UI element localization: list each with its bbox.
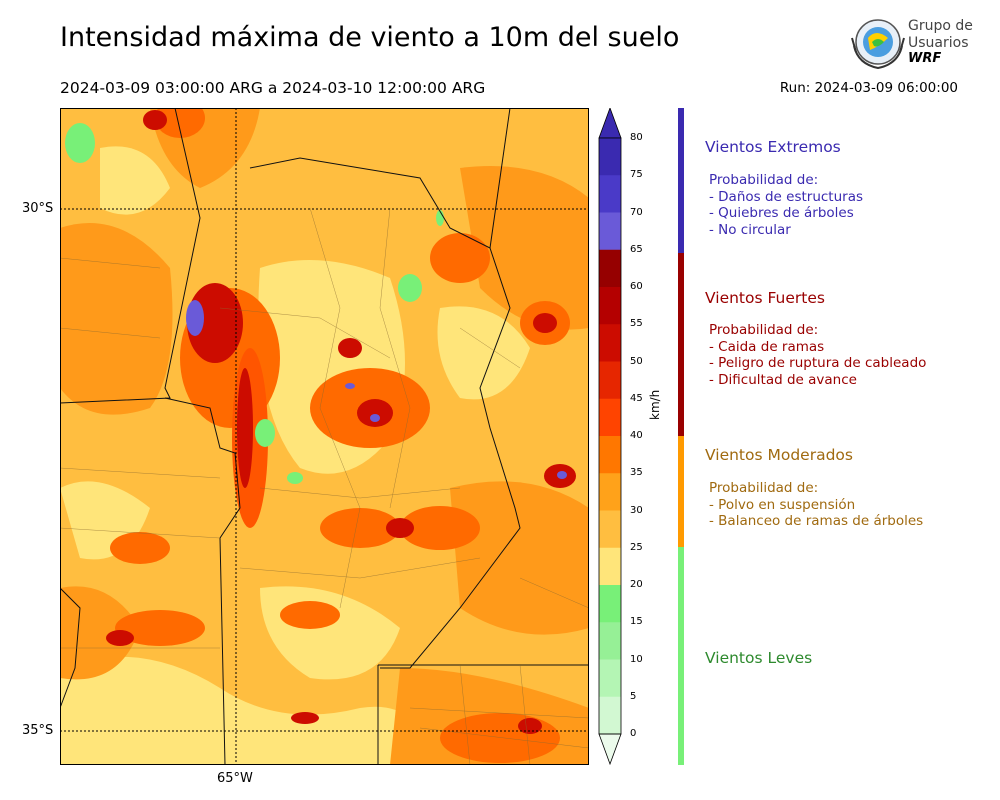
colorbar-tick-label: 70 bbox=[630, 206, 643, 218]
logo-text-line1: Grupo de bbox=[908, 18, 973, 34]
desc-line: - Daños de estructuras bbox=[709, 188, 864, 205]
gruwrf-logo-icon bbox=[851, 19, 905, 70]
colorbar-tick-label: 45 bbox=[630, 392, 643, 404]
colorbar-segment bbox=[599, 249, 621, 288]
colorbar-segment bbox=[599, 473, 621, 511]
desc-line: Probabilidad de: bbox=[709, 322, 819, 338]
colorbar-segment bbox=[599, 138, 621, 176]
category-desc-extremos: Probabilidad de: - Daños de estructuras … bbox=[709, 172, 863, 238]
colorbar-tick-label: 80 bbox=[630, 132, 643, 143]
desc-line: - No circular bbox=[709, 221, 791, 238]
colorbar-segment bbox=[599, 659, 621, 698]
colorbar-tick-label: 5 bbox=[630, 690, 637, 702]
colorbar-segment bbox=[599, 622, 621, 660]
colorbar-tick-label: 20 bbox=[630, 579, 643, 590]
colorbar-tick-label: 15 bbox=[630, 616, 643, 628]
wind-map bbox=[60, 108, 589, 765]
lat-label-30s: 30°S bbox=[22, 201, 54, 216]
colorbar-tick-label: 40 bbox=[630, 430, 643, 441]
colorbar bbox=[598, 108, 622, 765]
logo-text-line3: WRF bbox=[908, 51, 942, 66]
desc-line: Probabilidad de: bbox=[709, 480, 819, 496]
colorbar-tick-label: 35 bbox=[630, 467, 643, 479]
colorbar-tick-label: 65 bbox=[630, 243, 643, 255]
lon-label-65w: 65°W bbox=[217, 771, 253, 786]
band-leves bbox=[678, 547, 684, 765]
category-desc-fuertes: Probabilidad de: - Caida de ramas - Peli… bbox=[709, 322, 926, 388]
desc-line: - Dificultad de avance bbox=[709, 371, 857, 388]
lat-label-35s: 35°S bbox=[22, 723, 54, 738]
category-title-extremos: Vientos Extremos bbox=[705, 138, 841, 156]
category-title-moderados: Vientos Moderados bbox=[705, 446, 853, 464]
colorbar-segment bbox=[599, 175, 621, 213]
colorbar-segment bbox=[599, 696, 621, 735]
colorbar-tick-label: 25 bbox=[630, 541, 643, 553]
colorbar-segment bbox=[599, 436, 621, 474]
colorbar-tick-label: 10 bbox=[630, 653, 643, 665]
band-moderados bbox=[678, 436, 684, 547]
colorbar-frame bbox=[598, 137, 622, 735]
colorbar-tick-label: 60 bbox=[630, 281, 643, 292]
desc-line: - Balanceo de ramas de árboles bbox=[709, 513, 924, 529]
category-title-leves: Vientos Leves bbox=[705, 649, 813, 667]
colorbar-tick-label: 0 bbox=[630, 728, 637, 739]
band-extremos bbox=[678, 108, 684, 253]
logo-text-line2: Usuarios bbox=[908, 35, 969, 51]
desc-line: - Peligro de ruptura de cableado bbox=[709, 355, 927, 371]
colorbar-segment bbox=[599, 324, 621, 362]
run-timestamp: Run: 2024-03-09 06:00:00 bbox=[779, 80, 958, 96]
forecast-period: 2024-03-09 03:00:00 ARG a 2024-03-10 12:… bbox=[60, 79, 486, 97]
desc-line: Probabilidad de: bbox=[709, 172, 819, 188]
colorbar-top-arrow bbox=[598, 108, 622, 139]
colorbar-segment bbox=[599, 361, 621, 400]
category-title-fuertes: Vientos Fuertes bbox=[705, 289, 825, 307]
colorbar-segment bbox=[599, 398, 621, 437]
colorbar-ticks: 80 75 70 65 60 55 50 45 40 35 30 25 20 15 10 5 0 bbox=[628, 108, 658, 765]
colorbar-segment bbox=[599, 287, 621, 325]
colorbar-segment bbox=[599, 212, 621, 251]
colorbar-bottom-arrow bbox=[598, 733, 622, 765]
colorbar-tick-label: 55 bbox=[630, 318, 643, 330]
category-desc-moderados: Probabilidad de: - Polvo en suspensión -… bbox=[709, 480, 923, 530]
colorbar-unit-label: km/h bbox=[648, 389, 662, 420]
desc-line: - Polvo en suspensión bbox=[709, 496, 856, 513]
colorbar-tick-label: 50 bbox=[630, 355, 643, 367]
chart-title: Intensidad máxima de viento a 10m del su… bbox=[60, 22, 680, 53]
band-fuertes bbox=[678, 253, 684, 436]
colorbar-segment bbox=[599, 585, 621, 623]
desc-line: - Quiebres de árboles bbox=[709, 205, 854, 221]
desc-line: - Caida de ramas bbox=[709, 338, 825, 355]
colorbar-segment bbox=[599, 547, 621, 586]
colorbar-tick-label: 75 bbox=[630, 169, 643, 181]
colorbar-tick-label: 30 bbox=[630, 504, 643, 516]
colorbar-segment bbox=[599, 510, 621, 549]
